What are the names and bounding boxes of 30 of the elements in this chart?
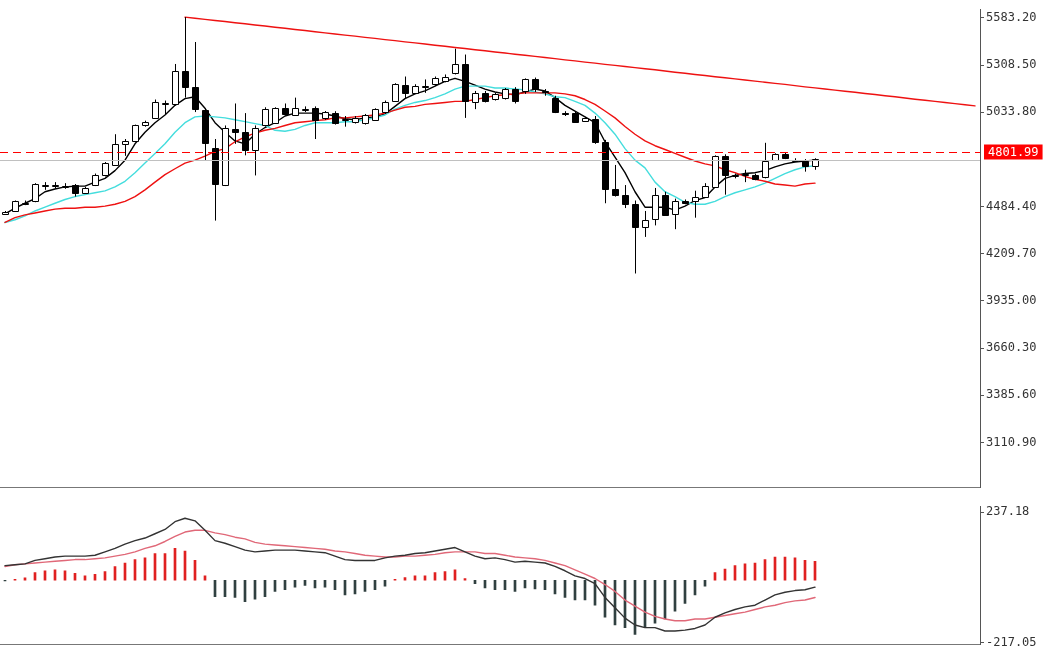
y-tick-label: 3935.00 bbox=[986, 293, 1037, 308]
y-tick-label: 4209.70 bbox=[986, 245, 1037, 260]
candlestick bbox=[232, 102, 239, 145]
y-tick-label: 4484.40 bbox=[986, 198, 1037, 213]
candlestick bbox=[642, 210, 649, 238]
candlestick bbox=[392, 82, 399, 103]
bar bbox=[463, 578, 467, 581]
candlestick bbox=[622, 184, 629, 209]
y-tick-label: 3110.90 bbox=[986, 434, 1037, 449]
candlestick bbox=[722, 153, 729, 196]
candlestick bbox=[242, 112, 249, 156]
y-tick-label: 3385.60 bbox=[986, 387, 1037, 402]
candlestick bbox=[592, 115, 599, 145]
candlestick bbox=[312, 105, 319, 140]
y-tick-label: -217.05 bbox=[986, 634, 1037, 649]
candlestick bbox=[262, 106, 269, 128]
y-tick-label: 237.18 bbox=[986, 504, 1030, 519]
y-tick-label: 5033.80 bbox=[986, 104, 1037, 119]
ref-line-label: 4801.99 bbox=[988, 144, 1039, 159]
candlestick bbox=[112, 133, 119, 167]
y-tick-label: 5583.20 bbox=[986, 10, 1037, 25]
candlestick bbox=[632, 200, 639, 274]
candlestick bbox=[452, 48, 459, 75]
candlestick bbox=[472, 90, 479, 110]
y-tick-label: 5308.50 bbox=[986, 57, 1037, 72]
candlestick bbox=[612, 164, 619, 198]
candlestick bbox=[252, 124, 259, 176]
y-tick-label: 3660.30 bbox=[986, 340, 1037, 355]
candlestick bbox=[152, 99, 159, 120]
candlestick bbox=[762, 142, 769, 179]
